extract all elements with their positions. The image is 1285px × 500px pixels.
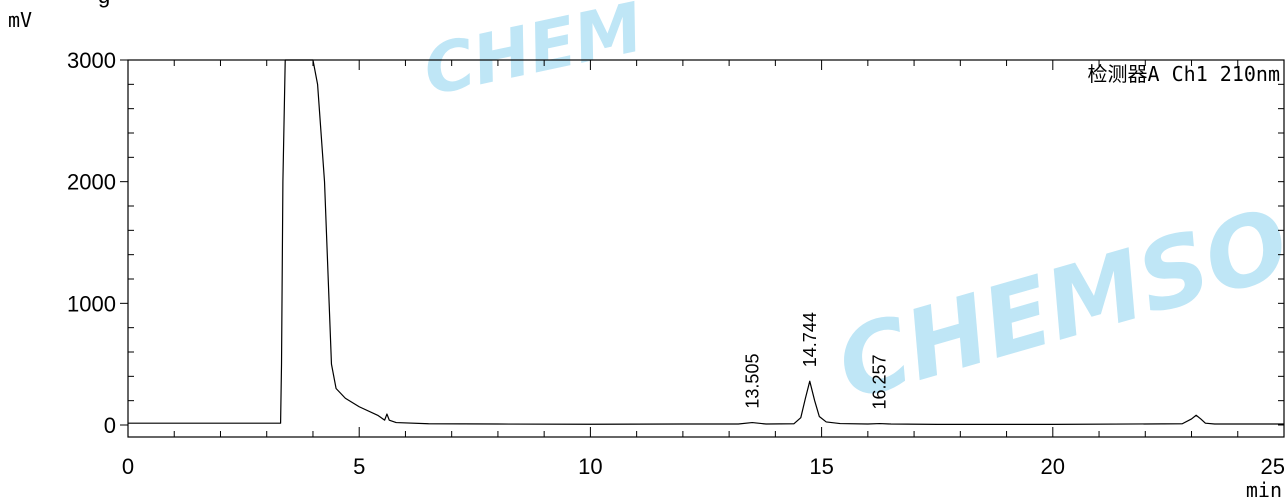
tick-marks [120, 59, 1285, 437]
x-tick-label: 25 [1261, 454, 1285, 479]
chromatogram-trace [128, 59, 1284, 425]
peak-label: 13.505 [742, 354, 762, 409]
x-tick-label: 0 [122, 454, 134, 479]
y-tick-label: 3000 [67, 48, 116, 73]
y-tick-label: 0 [104, 413, 116, 438]
x-tick-label: 10 [578, 454, 602, 479]
x-tick-label: 20 [1041, 454, 1065, 479]
y-tick-label: 1000 [67, 291, 116, 316]
detector-label: 检测器A Ch1 210nm [1088, 62, 1280, 86]
plot-frame [127, 59, 1285, 438]
watermark-top: CHEM [417, 0, 650, 112]
y-axis-unit: mV [8, 8, 32, 32]
x-tick-label: 5 [353, 454, 365, 479]
x-tick-labels: 0 5 10 15 20 25 [122, 454, 1285, 479]
x-axis-unit: min [1246, 478, 1282, 500]
y-tick-label: 2000 [67, 170, 116, 195]
series-layer [128, 59, 1284, 425]
x-tick-label: 15 [809, 454, 833, 479]
peak-label: 16.257 [870, 354, 890, 409]
y-tick-labels: 0 1000 2000 3000 [67, 48, 116, 438]
peak-label: 14.744 [800, 312, 820, 367]
peak-labels: 13.505 14.744 16.257 [742, 312, 889, 409]
watermark-bottom: CHEMSOO [825, 164, 1285, 422]
partial-title-text: g [98, 0, 110, 8]
